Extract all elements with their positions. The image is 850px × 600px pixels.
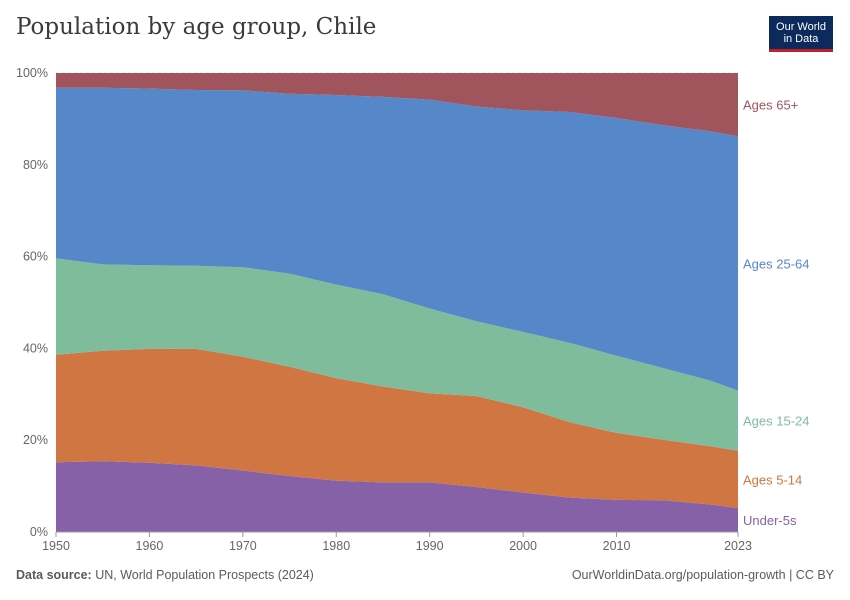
x-tick-label: 1970	[229, 539, 257, 553]
x-tick-label: 2000	[509, 539, 537, 553]
x-tick-label: 2010	[603, 539, 631, 553]
series-label-under-5s: Under-5s	[743, 513, 797, 528]
series-label-ages-65-: Ages 65+	[743, 98, 798, 113]
data-source: Data source: UN, World Population Prospe…	[16, 568, 314, 582]
y-tick-label: 100%	[16, 66, 48, 80]
data-source-text[interactable]: UN, World Population Prospects (2024)	[95, 568, 314, 582]
x-tick-label: 1990	[416, 539, 444, 553]
owid-logo[interactable]: Our World in Data	[769, 16, 833, 52]
y-tick-label: 80%	[23, 158, 48, 172]
area-under-5s	[56, 461, 738, 532]
series-label-ages-5-14: Ages 5-14	[743, 472, 802, 487]
data-source-label: Data source:	[16, 568, 92, 582]
y-tick-label: 20%	[23, 433, 48, 447]
x-tick-label: 1950	[42, 539, 70, 553]
attribution-link[interactable]: OurWorldinData.org/population-growth | C…	[571, 568, 834, 582]
stacked-area-chart: 0% 20% 40% 60% 80% 100% Under-5s Ages 5-14 Ages …	[16, 66, 810, 553]
area-ages-25-64	[56, 87, 738, 391]
x-tick-label: 1960	[136, 539, 164, 553]
series-label-ages-25-64: Ages 25-64	[743, 256, 810, 271]
y-tick-label: 0%	[30, 525, 48, 539]
chart-title: Population by age group, Chile	[16, 14, 377, 40]
y-tick-label: 40%	[23, 341, 48, 355]
series-label-ages-15-24: Ages 15-24	[743, 414, 810, 429]
logo-line-2: in Data	[783, 33, 819, 45]
area-ages-15-24	[56, 258, 738, 451]
y-tick-label: 60%	[23, 250, 48, 264]
logo-line-1: Our World	[776, 21, 826, 33]
area-ages-65-	[56, 73, 738, 137]
x-tick-label: 1980	[322, 539, 350, 553]
area-ages-5-14	[56, 348, 738, 509]
x-tick-label: 2023	[724, 539, 752, 553]
